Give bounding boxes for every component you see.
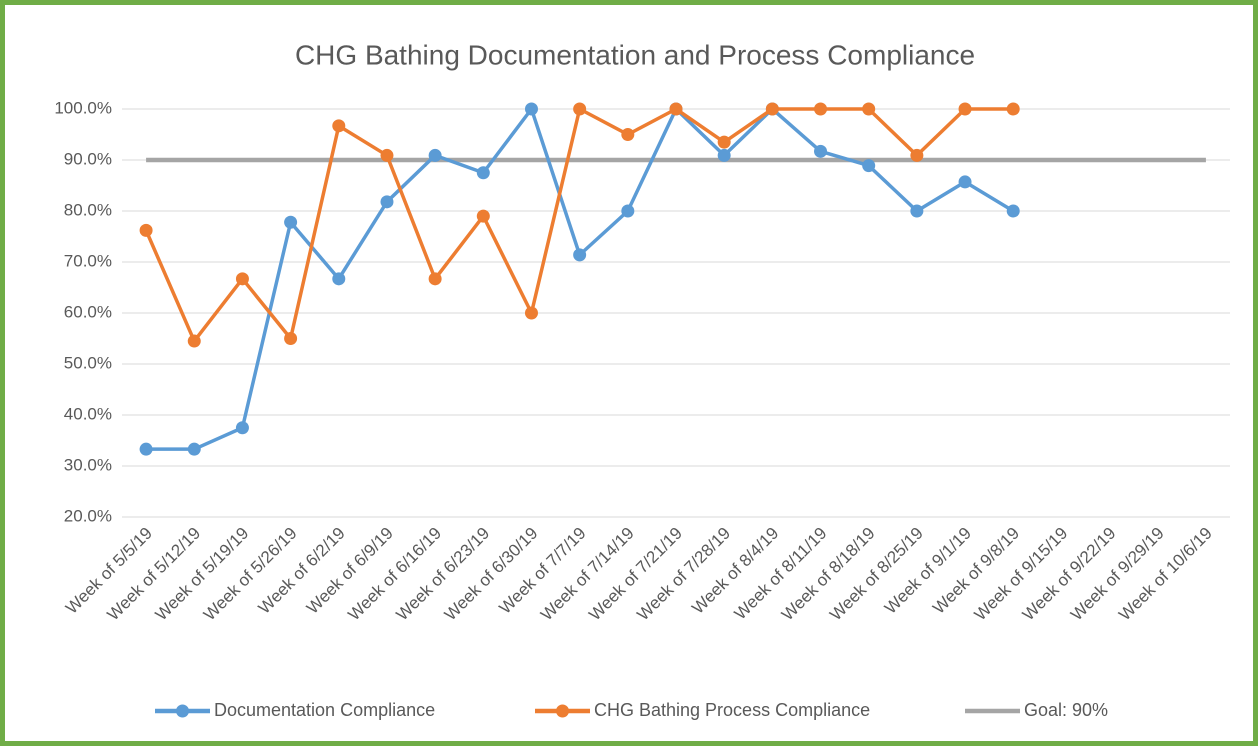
data-point xyxy=(862,159,876,173)
data-point xyxy=(958,175,972,189)
data-point xyxy=(862,102,876,116)
y-tick-label: 100.0% xyxy=(54,98,112,117)
data-point xyxy=(476,209,490,223)
data-point xyxy=(332,119,346,133)
data-point xyxy=(621,204,635,218)
data-point xyxy=(910,148,924,162)
data-point xyxy=(573,102,587,116)
data-point xyxy=(524,102,538,116)
y-tick-label: 20.0% xyxy=(64,506,112,525)
data-point xyxy=(476,166,490,180)
data-point xyxy=(235,421,249,435)
data-point xyxy=(573,248,587,262)
data-point xyxy=(717,135,731,149)
data-point xyxy=(380,195,394,209)
legend-label: Goal: 90% xyxy=(1024,700,1108,720)
data-point xyxy=(1006,204,1020,218)
data-point xyxy=(187,334,201,348)
data-point xyxy=(958,102,972,116)
data-point xyxy=(139,442,153,456)
legend-marker xyxy=(176,704,189,718)
data-point xyxy=(621,128,635,141)
data-point xyxy=(332,272,346,286)
data-point xyxy=(235,272,249,286)
y-tick-label: 60.0% xyxy=(64,302,112,321)
y-tick-label: 30.0% xyxy=(64,455,112,474)
data-point xyxy=(187,442,201,456)
data-point xyxy=(814,144,828,158)
data-point xyxy=(428,148,442,162)
data-point xyxy=(765,102,779,116)
data-point xyxy=(284,332,298,345)
data-point xyxy=(428,272,442,286)
data-point xyxy=(1006,102,1020,116)
chart-title: CHG Bathing Documentation and Process Co… xyxy=(295,39,975,70)
data-point xyxy=(814,102,828,116)
data-point xyxy=(910,204,924,218)
data-point xyxy=(139,223,153,237)
y-tick-label: 40.0% xyxy=(64,404,112,423)
data-point xyxy=(717,148,731,162)
data-point xyxy=(380,148,394,162)
legend-marker xyxy=(556,704,569,718)
data-point xyxy=(524,306,538,320)
data-point xyxy=(669,102,683,116)
legend-label: Documentation Compliance xyxy=(214,700,435,720)
y-tick-label: 80.0% xyxy=(64,200,112,219)
y-tick-label: 90.0% xyxy=(64,149,112,168)
y-tick-label: 70.0% xyxy=(64,251,112,270)
data-point xyxy=(284,215,298,229)
y-tick-label: 50.0% xyxy=(64,353,112,372)
legend-label: CHG Bathing Process Compliance xyxy=(594,700,870,720)
